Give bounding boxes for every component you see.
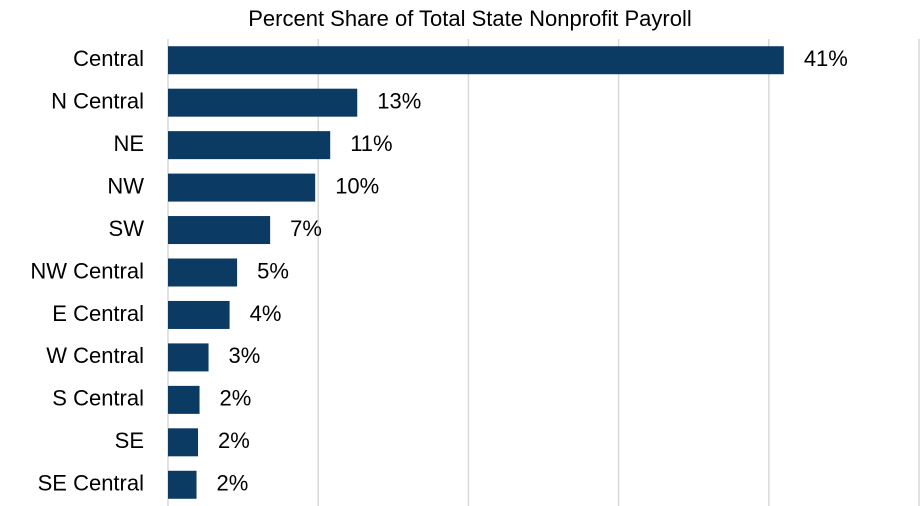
bar	[168, 46, 784, 75]
data-label: 5%	[257, 258, 289, 283]
data-label: 4%	[250, 301, 282, 326]
chart-title: Percent Share of Total State Nonprofit P…	[248, 6, 692, 31]
y-tick-label: SW	[109, 216, 145, 241]
bar	[168, 258, 238, 287]
data-label: 7%	[290, 216, 322, 241]
y-tick-label: Central	[73, 46, 144, 71]
data-label: 11%	[350, 131, 392, 156]
y-tick-label: NW	[107, 173, 144, 198]
bar	[168, 428, 199, 457]
data-label: 3%	[229, 343, 261, 368]
y-tick-label: E Central	[52, 301, 144, 326]
y-tick-label: S Central	[52, 386, 144, 411]
bar	[168, 470, 197, 499]
bar	[168, 88, 358, 117]
bar	[168, 131, 331, 160]
bar	[168, 173, 316, 202]
data-label: 13%	[377, 88, 421, 113]
y-tick-label: N Central	[51, 88, 144, 113]
bar	[168, 216, 271, 245]
bar	[168, 343, 209, 372]
y-tick-label: W Central	[46, 343, 144, 368]
y-tick-label: NE	[113, 131, 144, 156]
y-tick-label: SE Central	[38, 471, 144, 496]
data-label: 41%	[804, 46, 848, 71]
y-tick-label: NW Central	[30, 258, 144, 283]
bar	[168, 385, 200, 414]
bar	[168, 300, 230, 329]
data-label: 10%	[335, 173, 379, 198]
data-label: 2%	[218, 428, 250, 453]
data-label: 2%	[217, 471, 249, 496]
y-tick-label: SE	[115, 428, 144, 453]
data-label: 2%	[220, 386, 252, 411]
